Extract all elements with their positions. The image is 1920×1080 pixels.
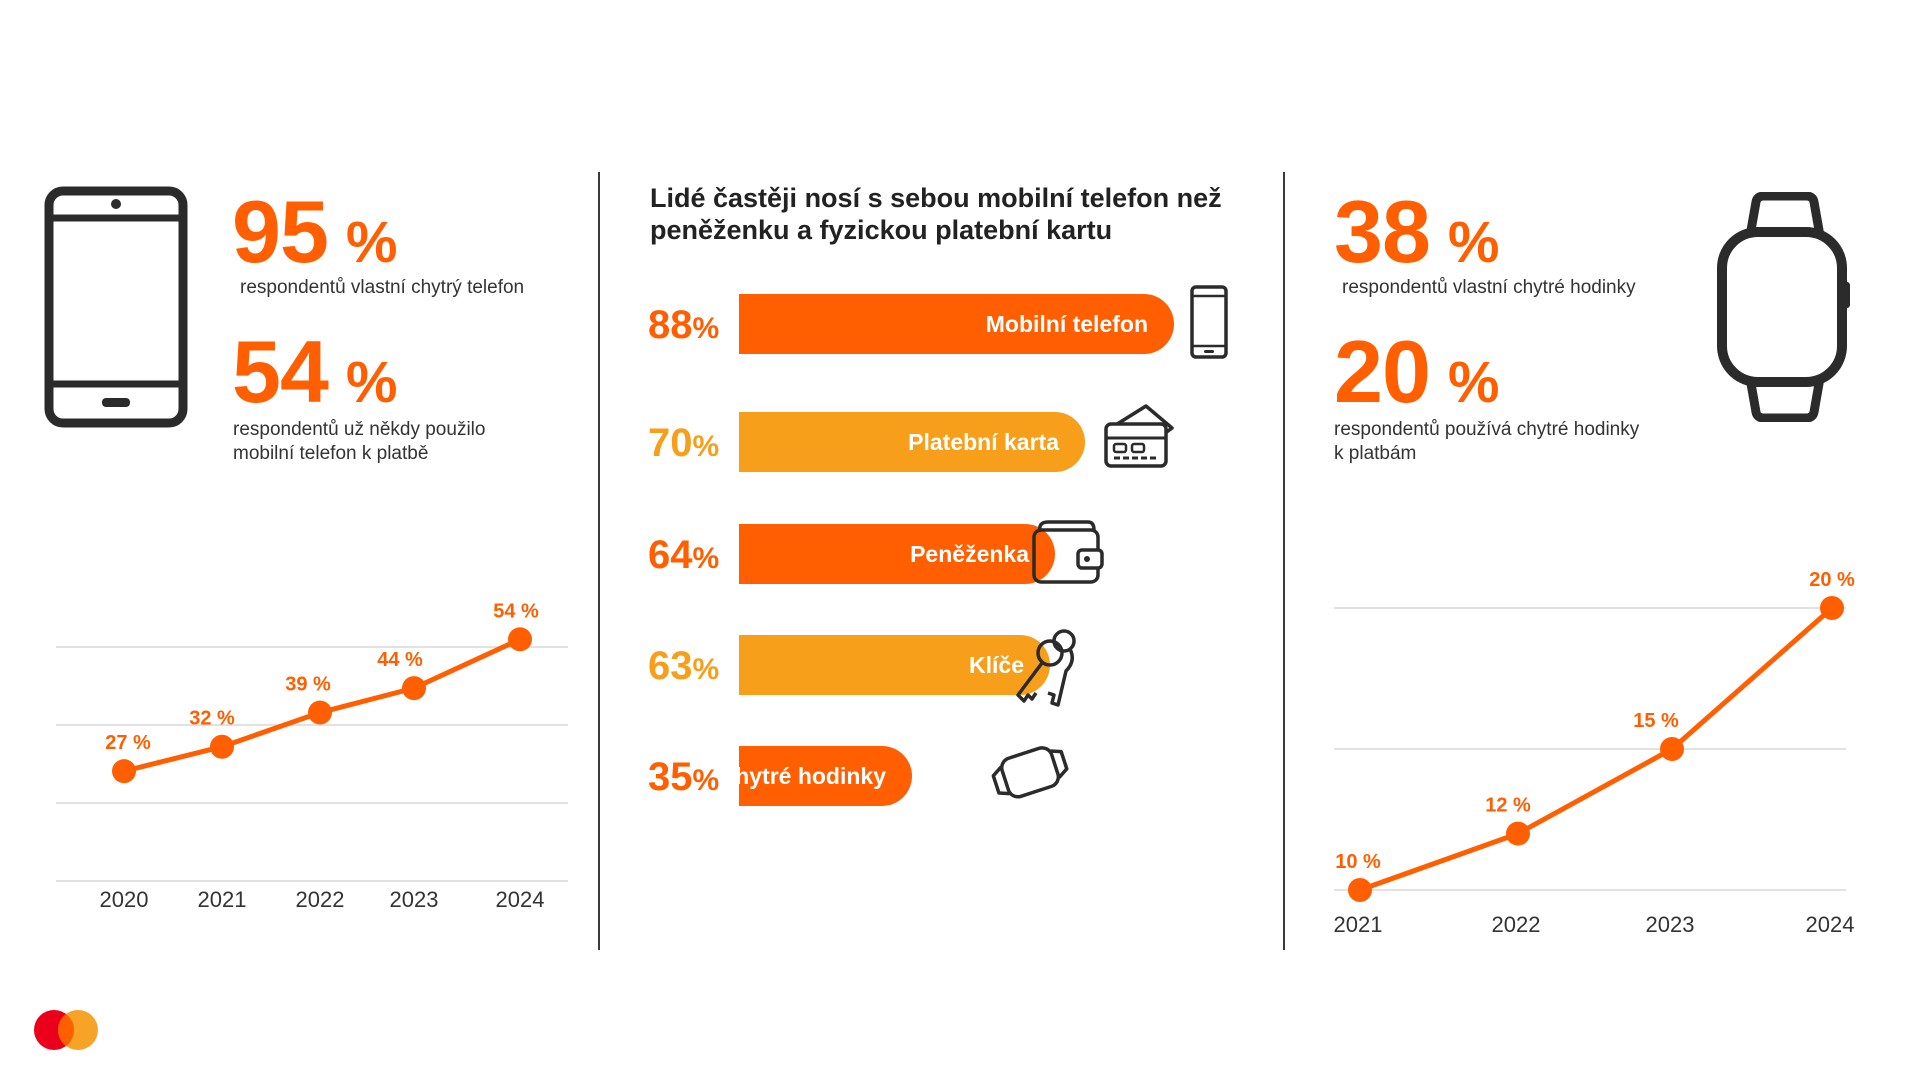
data-point (210, 734, 234, 759)
data-point (112, 759, 136, 784)
x-tick-label: 2020 (100, 887, 149, 912)
pct-number: 70 (648, 421, 693, 465)
stat-unit: % (345, 350, 398, 415)
bar-wallet: Peněženka (739, 524, 1055, 584)
keys-icon (1016, 629, 1076, 707)
data-point (308, 700, 332, 725)
bar-pct-wallet: 64% (648, 535, 719, 575)
series-line (1357, 605, 1835, 893)
stat-value: 54 (232, 322, 329, 421)
bar-label: Mobilní telefon (985, 310, 1148, 337)
headline-line-2: peněženku a fyzickou platební kartu (650, 215, 1113, 245)
bar-pct-smartwatch: 35% (648, 757, 719, 797)
smartphone-ownership-desc: respondentů vlastní chytrý telefon (240, 277, 525, 298)
bar-payment-card: Platební karta (739, 412, 1085, 472)
headline-line-1: Lidé častěji nosí s sebou mobilní telefo… (650, 183, 1222, 213)
stat-value: 95 (232, 182, 329, 281)
pct-number: 63 (648, 644, 693, 688)
desc-line-1: respondentů používá chytré hodinky (1334, 419, 1640, 440)
pct-sign: % (692, 653, 720, 686)
smartwatch-payment-trend-chart: 10 % 12 % 15 % 20 % 2021 2022 2023 2024 (1334, 569, 1855, 937)
mobile-payment-desc: respondentů už někdy použilo mobilní tel… (233, 418, 485, 466)
bar-mobile-phone: Mobilní telefon (739, 294, 1174, 354)
data-label: 39 % (285, 674, 331, 696)
x-tick-label: 2024 (1806, 912, 1855, 937)
smartwatch-ownership-stat: 38% (1334, 188, 1500, 276)
bar-pct-payment-card: 70% (648, 423, 719, 463)
data-label: 54 % (493, 600, 539, 622)
stat-unit: % (1447, 210, 1500, 275)
bar-label: Peněženka (910, 540, 1029, 567)
smartwatch-payment-stat: 20% (1334, 328, 1500, 416)
pct-sign: % (692, 764, 720, 797)
data-label: 12 % (1485, 795, 1531, 817)
x-tick-label: 2021 (1334, 912, 1383, 937)
mobile-payment-stat: 54% (232, 328, 398, 416)
smartphone-icon (1190, 285, 1228, 359)
data-label: 32 % (189, 708, 235, 730)
data-label: 27 % (105, 732, 151, 754)
bar-label: Chytré hodinky (718, 762, 886, 789)
x-tick-label: 2022 (1492, 912, 1541, 937)
bar-label: Klíče (969, 651, 1024, 678)
bar-label: Platební karta (908, 428, 1059, 455)
mobile-payment-trend-chart: 27 % 32 % 39 % 44 % 54 % 2020 2021 2022 2023 2024 (56, 600, 568, 912)
smartwatch-icon (991, 746, 1069, 799)
x-tick-label: 2023 (1646, 912, 1695, 937)
smartwatch-icon (1717, 192, 1850, 422)
pct-sign: % (692, 430, 720, 463)
data-point (1348, 878, 1372, 902)
pct-sign: % (692, 312, 720, 345)
data-label: 44 % (377, 649, 423, 671)
x-tick-label: 2022 (296, 887, 345, 912)
stat-value: 38 (1334, 182, 1431, 281)
smartphone-ownership-stat: 95% (232, 188, 398, 276)
pct-number: 88 (648, 303, 693, 347)
data-point (508, 627, 532, 652)
data-label: 15 % (1633, 710, 1679, 732)
stat-unit: % (345, 210, 398, 275)
smartphone-icon (44, 186, 188, 428)
wallet-icon (1032, 520, 1104, 584)
x-tick-label: 2021 (198, 887, 247, 912)
x-tick-label: 2024 (496, 887, 545, 912)
data-point (1506, 821, 1530, 846)
payment-card-icon (1104, 404, 1174, 468)
mastercard-logo (34, 1010, 98, 1050)
pct-sign: % (692, 542, 720, 575)
left-divider (598, 172, 600, 950)
smartwatch-ownership-desc: respondentů vlastní chytré hodinky (1342, 277, 1636, 298)
pct-number: 64 (648, 533, 693, 577)
carry-items-headline: Lidé častěji nosí s sebou mobilní telefo… (650, 182, 1222, 246)
data-point (402, 676, 426, 701)
right-divider (1283, 172, 1285, 950)
desc-line-2: mobilní telefon k platbě (233, 443, 429, 464)
stat-value: 20 (1334, 322, 1431, 421)
x-tick-label: 2023 (390, 887, 439, 912)
bar-keys: Klíče (739, 635, 1050, 695)
data-point (1820, 596, 1844, 620)
smartwatch-payment-desc: respondentů používá chytré hodinky k pla… (1334, 418, 1639, 466)
desc-line-2: k platbám (1334, 443, 1417, 464)
bar-smartwatch: Chytré hodinky (719, 746, 912, 806)
data-label: 20 % (1809, 569, 1855, 591)
stat-unit: % (1447, 350, 1500, 415)
bar-pct-mobile-phone: 88% (648, 305, 719, 345)
data-label: 10 % (1335, 851, 1381, 873)
data-point (1660, 737, 1684, 761)
pct-number: 35 (648, 755, 693, 799)
desc-line-1: respondentů už někdy použilo (233, 419, 486, 440)
bar-pct-keys: 63% (648, 646, 719, 686)
